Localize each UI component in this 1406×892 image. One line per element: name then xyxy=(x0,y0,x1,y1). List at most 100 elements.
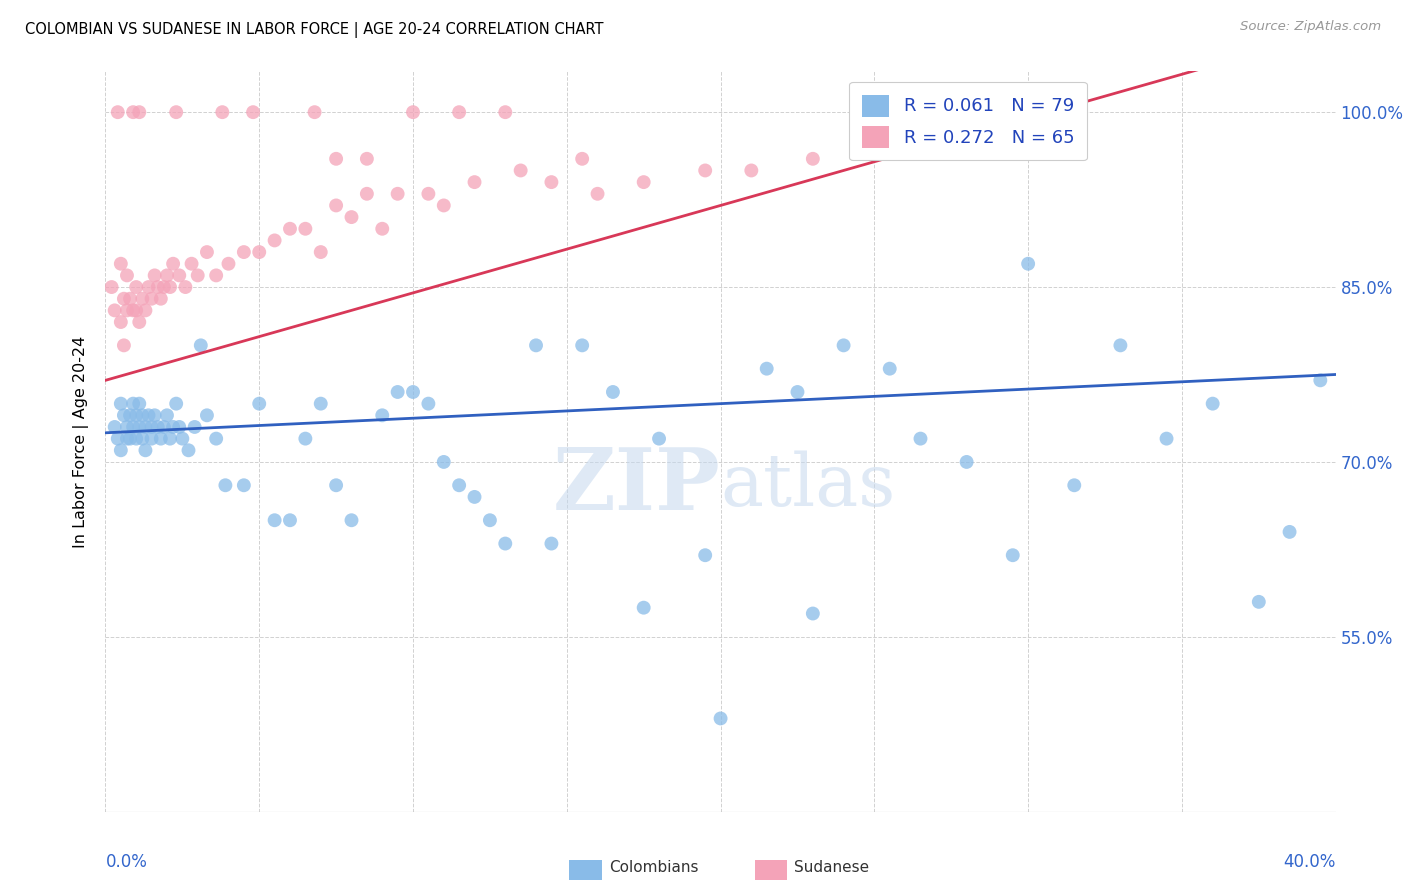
Point xyxy=(263,234,285,248)
Point xyxy=(149,432,172,446)
Point xyxy=(710,711,733,725)
Point xyxy=(134,420,156,434)
Point xyxy=(153,420,176,434)
Point xyxy=(122,397,145,411)
Point xyxy=(524,338,547,352)
Point xyxy=(449,478,471,492)
Point xyxy=(143,409,166,423)
Point xyxy=(571,152,593,166)
Point xyxy=(195,245,218,260)
Point xyxy=(104,420,127,434)
Point xyxy=(100,280,122,294)
Point xyxy=(128,105,150,120)
Point xyxy=(755,361,778,376)
Point xyxy=(115,303,138,318)
Point xyxy=(218,257,240,271)
Point xyxy=(1202,397,1225,411)
Point xyxy=(633,175,655,189)
Point xyxy=(801,152,824,166)
Point xyxy=(418,397,440,411)
Legend: R = 0.061   N = 79, R = 0.272   N = 65: R = 0.061 N = 79, R = 0.272 N = 65 xyxy=(849,82,1087,161)
Point xyxy=(162,420,184,434)
Point xyxy=(464,175,486,189)
Point xyxy=(165,397,187,411)
Point xyxy=(309,245,332,260)
Point xyxy=(402,384,425,399)
Point xyxy=(156,409,179,423)
Point xyxy=(205,432,228,446)
Point xyxy=(387,384,409,399)
Point xyxy=(141,292,163,306)
Point xyxy=(1063,478,1085,492)
Point xyxy=(571,338,593,352)
Point xyxy=(309,397,332,411)
Point xyxy=(494,105,516,120)
Point xyxy=(695,548,717,562)
Point xyxy=(115,268,138,283)
Text: Colombians: Colombians xyxy=(609,860,699,874)
Point xyxy=(177,443,200,458)
Point xyxy=(165,105,187,120)
Text: 40.0%: 40.0% xyxy=(1284,853,1336,871)
Point xyxy=(141,432,163,446)
Point xyxy=(115,420,138,434)
Point xyxy=(294,221,316,235)
Point xyxy=(340,210,363,224)
Point xyxy=(112,409,135,423)
Point xyxy=(325,478,347,492)
Text: Sudanese: Sudanese xyxy=(794,860,869,874)
Point xyxy=(387,186,409,201)
Point xyxy=(211,105,233,120)
Point xyxy=(134,443,156,458)
Point xyxy=(247,245,270,260)
Point xyxy=(149,292,172,306)
Point xyxy=(107,432,129,446)
Point xyxy=(433,455,456,469)
Point xyxy=(128,420,150,434)
Point xyxy=(110,443,132,458)
Point xyxy=(122,420,145,434)
Point xyxy=(1278,524,1301,539)
Point xyxy=(128,397,150,411)
Point xyxy=(110,397,132,411)
Point xyxy=(1156,432,1178,446)
Y-axis label: In Labor Force | Age 20-24: In Labor Force | Age 20-24 xyxy=(73,335,90,548)
Point xyxy=(141,420,163,434)
Point xyxy=(278,221,301,235)
Point xyxy=(449,105,471,120)
Point xyxy=(125,280,148,294)
Point xyxy=(695,163,717,178)
Point xyxy=(120,409,141,423)
Point xyxy=(232,478,254,492)
Point xyxy=(128,315,150,329)
Point xyxy=(115,432,138,446)
Point xyxy=(540,536,562,550)
Point xyxy=(112,338,135,352)
Point xyxy=(110,315,132,329)
Point xyxy=(125,432,148,446)
Point xyxy=(464,490,486,504)
Point xyxy=(1247,595,1270,609)
Point xyxy=(232,245,254,260)
Point xyxy=(801,607,824,621)
Point xyxy=(278,513,301,527)
Point xyxy=(433,198,456,212)
Point xyxy=(602,384,624,399)
Point xyxy=(143,268,166,283)
Point xyxy=(910,432,932,446)
Point xyxy=(356,186,378,201)
Point xyxy=(509,163,531,178)
Point xyxy=(242,105,264,120)
Point xyxy=(325,152,347,166)
Point xyxy=(1109,338,1132,352)
Point xyxy=(263,513,285,527)
Point xyxy=(956,455,979,469)
Point xyxy=(174,280,197,294)
Point xyxy=(371,221,394,235)
Point xyxy=(304,105,326,120)
Text: ZIP: ZIP xyxy=(553,444,721,528)
Point xyxy=(494,536,516,550)
Text: Source: ZipAtlas.com: Source: ZipAtlas.com xyxy=(1240,20,1381,33)
Point xyxy=(162,257,184,271)
Point xyxy=(418,186,440,201)
